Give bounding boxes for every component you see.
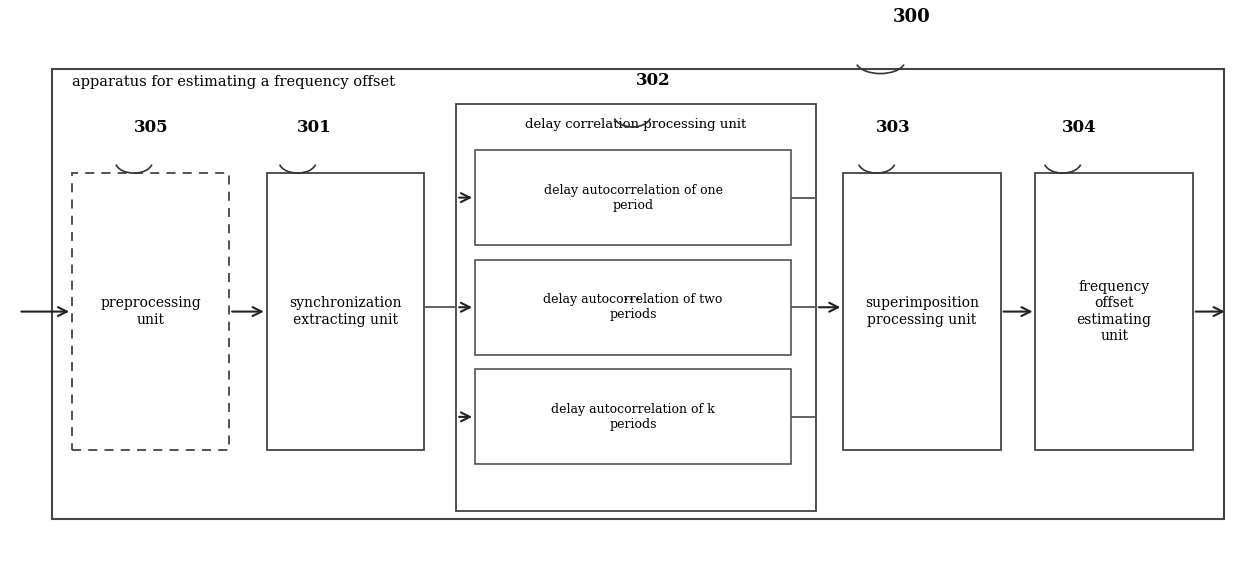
Bar (1035, 173, 1193, 450)
Bar (843, 173, 1001, 450)
Text: synchronization
extracting unit: synchronization extracting unit (289, 297, 402, 327)
Bar (475, 369, 791, 464)
Text: 300: 300 (893, 8, 930, 26)
Text: 305: 305 (134, 119, 169, 136)
Bar (475, 150, 791, 245)
Bar (72, 173, 229, 450)
Text: delay autocorrelation of k
periods: delay autocorrelation of k periods (551, 403, 715, 431)
Text: ...: ... (622, 285, 642, 304)
Text: preprocessing
unit: preprocessing unit (100, 297, 201, 327)
Text: superimposition
processing unit: superimposition processing unit (866, 297, 978, 327)
Text: apparatus for estimating a frequency offset: apparatus for estimating a frequency off… (72, 76, 394, 89)
Bar (267, 173, 424, 450)
Text: delay autocorrelation of one
period: delay autocorrelation of one period (543, 183, 723, 212)
Bar (52, 69, 1224, 519)
Bar (475, 260, 791, 355)
Text: 303: 303 (875, 119, 910, 136)
Text: frequency
offset
estimating
unit: frequency offset estimating unit (1076, 280, 1152, 343)
Text: 304: 304 (1061, 119, 1096, 136)
Text: delay autocorrelation of two
periods: delay autocorrelation of two periods (543, 293, 723, 321)
Text: 301: 301 (296, 119, 331, 136)
Text: delay correlation processing unit: delay correlation processing unit (526, 118, 746, 132)
Bar (456, 104, 816, 511)
Text: 302: 302 (636, 73, 671, 89)
